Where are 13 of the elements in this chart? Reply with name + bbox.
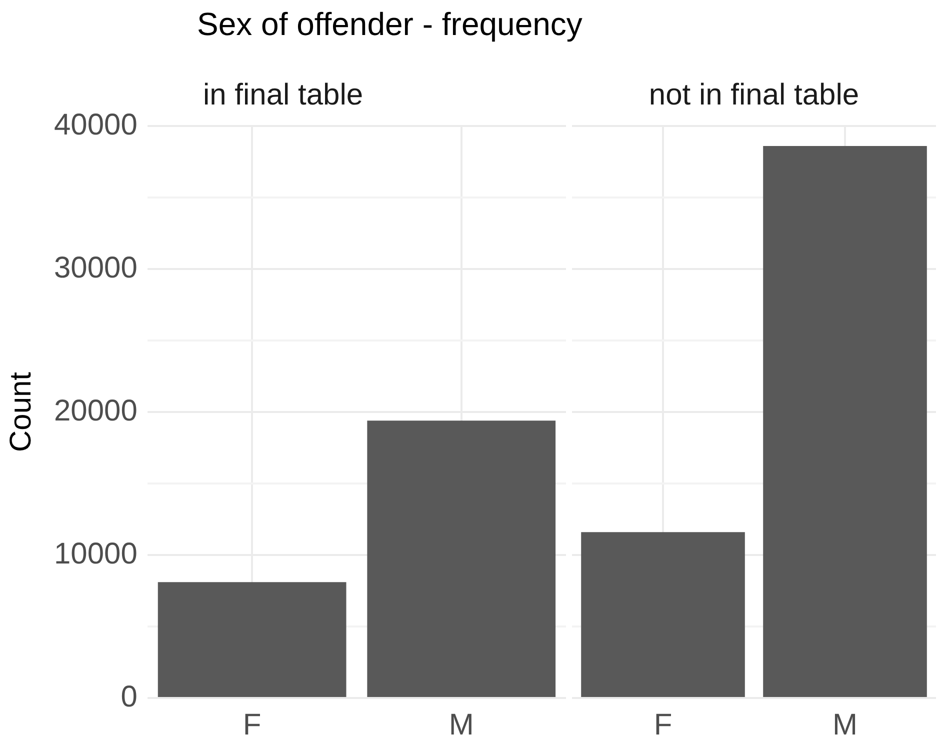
y-tick-label: 30000 [54,251,138,284]
y-tick-label: 10000 [54,537,138,570]
y-tick-label: 20000 [54,394,138,428]
y-axis-title: Count [4,371,38,452]
chart-subtitle: not in final table [648,78,860,112]
x-tick-label: M [448,708,474,742]
y-tick-label: 0 [120,680,138,714]
x-tick-label: M [832,708,858,742]
y-tick-label: 40000 [54,108,138,142]
x-tick-label: F [242,708,262,742]
chart-title: Sex of offender - frequency [197,6,582,43]
x-tick-label: F [654,708,672,742]
chart-subtitle: in final table [202,78,364,112]
